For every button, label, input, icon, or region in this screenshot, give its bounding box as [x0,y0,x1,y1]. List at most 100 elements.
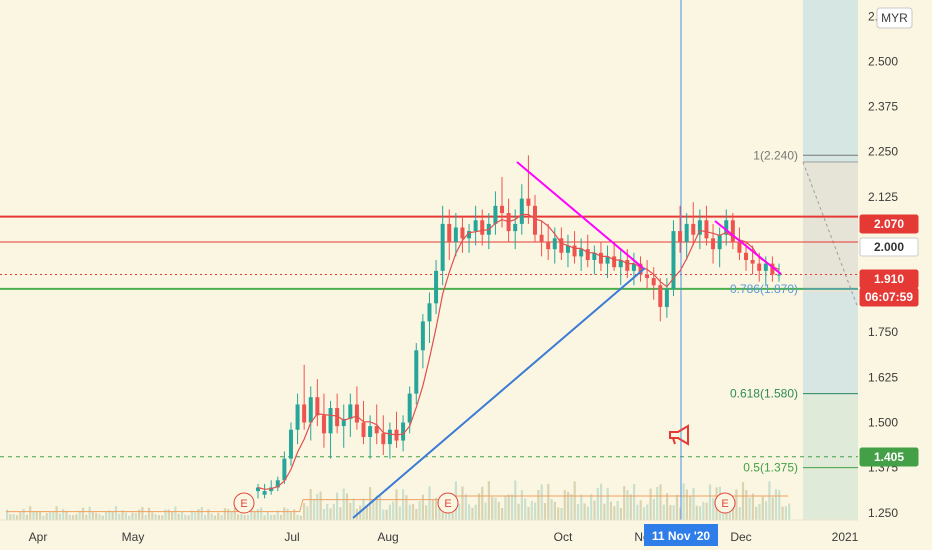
volume-bar [15,515,19,520]
volume-bar [603,503,606,520]
candle-body [368,426,373,437]
candle-body [757,263,762,271]
earnings-marker-label: E [240,498,247,510]
candle-body [328,408,333,434]
candle-body [374,426,379,434]
time-axis-area[interactable] [0,520,932,550]
volume-bar [553,501,556,520]
volume-bar [778,490,781,520]
volume-bar [220,515,223,520]
volume-bar [72,515,75,520]
volume-bar [227,508,230,520]
volume-bar [784,506,787,520]
volume-bar [243,515,246,520]
volume-bar [213,515,217,520]
volume-bar [458,503,461,520]
volume-bar [299,515,302,520]
volume-bar [253,511,256,520]
volume-bar [435,497,438,520]
price-pill-text: 1.405 [874,450,904,464]
volume-bar [55,506,58,520]
candle-body [552,238,557,250]
price-pill-text: 2.000 [874,240,904,254]
volume-bar [81,507,85,520]
volume-bar [279,514,283,520]
volume-bar [507,494,510,520]
volume-bar [573,481,576,520]
volume-bar [303,503,306,520]
volume-bar [270,514,273,520]
volume-bar [260,507,263,520]
volume-bar [240,513,243,520]
volume-bar [48,511,52,520]
volume-bar [629,494,632,520]
candle-body [763,263,768,271]
volume-bar [421,494,424,520]
volume-bar [609,501,613,520]
volume-bar [85,514,88,520]
candle-body [480,220,485,235]
volume-bar [415,508,418,520]
volume-bar [25,514,28,520]
downtrend-line-2[interactable] [714,220,782,275]
volume-bar [108,510,111,520]
volume-bar [590,494,593,520]
volume-bar [530,500,533,520]
volume-bar [174,506,177,520]
volume-bar [372,498,375,520]
volume-bar [642,507,646,520]
volume-bar [349,502,352,520]
volume-bar [141,507,144,520]
candle-body [565,245,570,253]
volume-bar [626,490,629,520]
volume-bar [124,512,127,520]
candle-body [420,321,425,351]
candle-body [275,480,280,488]
candle-body [513,223,518,232]
volume-bar [157,515,160,520]
time-tick: Oct [554,530,573,544]
volume-bar [273,514,276,520]
volume-bar [237,514,240,520]
volume-bar [418,501,421,520]
volume-bar [293,509,296,520]
volume-bar [197,509,200,520]
candle-body [473,220,478,232]
cursor-date: 11 Nov '20 [652,529,711,543]
volume-bar [121,510,124,520]
candle-body [348,404,353,419]
volume-bar [732,501,735,520]
candle-body [664,288,669,307]
volume-bar [636,504,639,520]
candle-body [625,260,630,271]
candle-body [401,422,406,441]
volume-bar [768,481,771,520]
volume-bar [6,509,9,520]
volume-bar [154,514,157,520]
uptrend-line[interactable] [352,267,646,519]
volume-bar [682,483,685,520]
candle-body [407,393,412,423]
volume-bar [411,504,415,520]
volume-bar [114,506,118,520]
volume-bar [586,506,589,520]
volume-bar [481,486,484,520]
currency-badge[interactable]: MYR [876,7,913,29]
projection-zone-lower [803,292,858,395]
candle-body [711,238,716,250]
volume-bar [336,492,339,520]
volume-bar [200,506,203,520]
megaphone-icon[interactable] [669,424,689,446]
volume-bar [689,495,692,520]
candle-body [724,220,729,235]
downtrend-line-1[interactable] [516,161,644,269]
volume-bar [256,508,259,520]
volume-bar [19,512,22,520]
candle-body [717,234,722,250]
candle-body [684,223,689,242]
volume-bar [190,510,193,520]
volume-bar [755,506,758,520]
volume-bar [649,488,652,520]
